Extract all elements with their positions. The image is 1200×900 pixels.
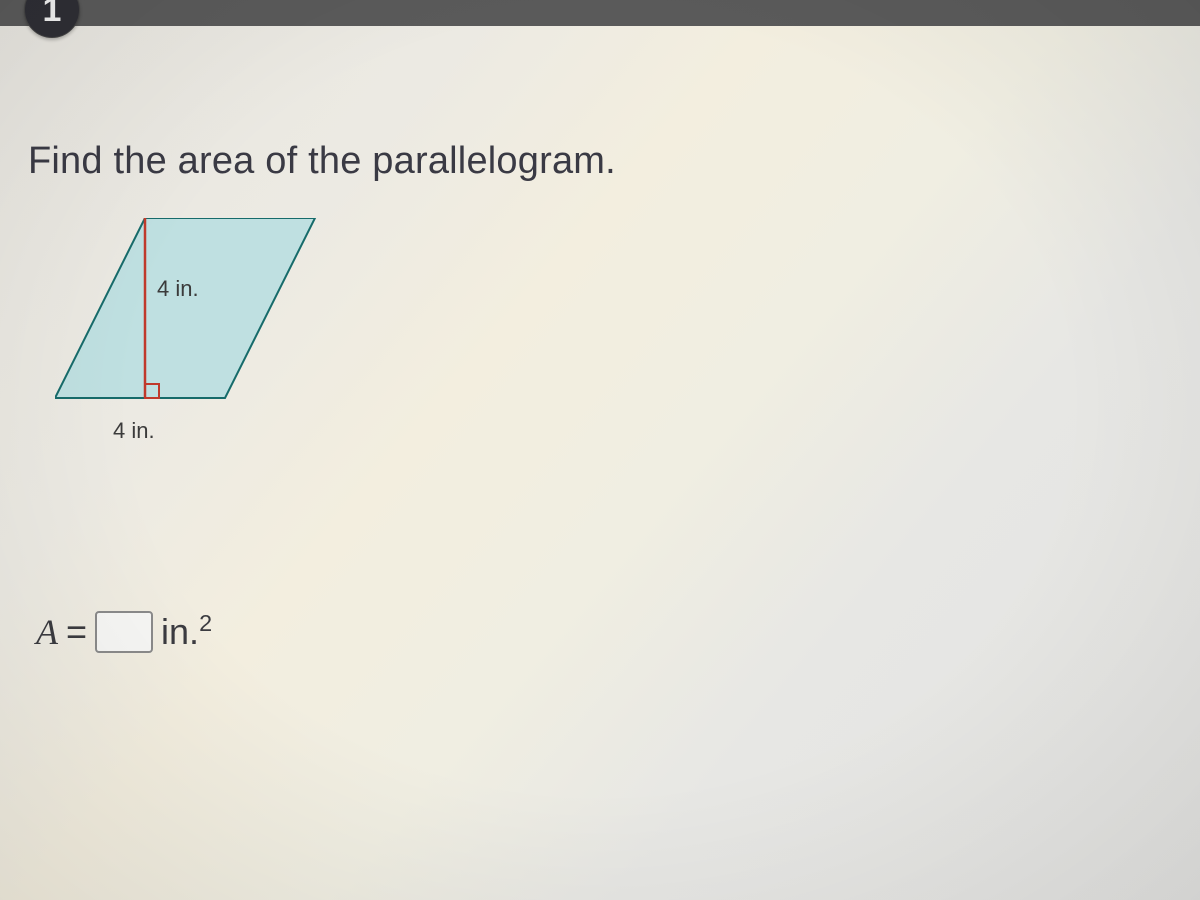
answer-unit: in.2	[161, 610, 212, 653]
question-screen: 1 Find the area of the parallelogram. 4 …	[0, 0, 1200, 900]
equals-sign: =	[66, 611, 87, 653]
unit-exponent: 2	[199, 610, 212, 636]
base-label: 4 in.	[113, 418, 155, 444]
step-number-text: 1	[43, 0, 62, 30]
parallelogram-figure: 4 in. 4 in.	[55, 218, 355, 478]
unit-base: in.	[161, 611, 199, 652]
answer-variable: A	[36, 611, 58, 653]
answer-input[interactable]	[95, 611, 153, 653]
height-label: 4 in.	[157, 276, 199, 302]
question-text: Find the area of the parallelogram.	[28, 140, 616, 183]
parallelogram-svg	[55, 218, 335, 418]
answer-row: A = in.2	[36, 610, 212, 653]
parallelogram-shape	[55, 218, 315, 398]
step-number-badge: 1	[24, 0, 80, 38]
window-top-bar	[0, 0, 1200, 26]
